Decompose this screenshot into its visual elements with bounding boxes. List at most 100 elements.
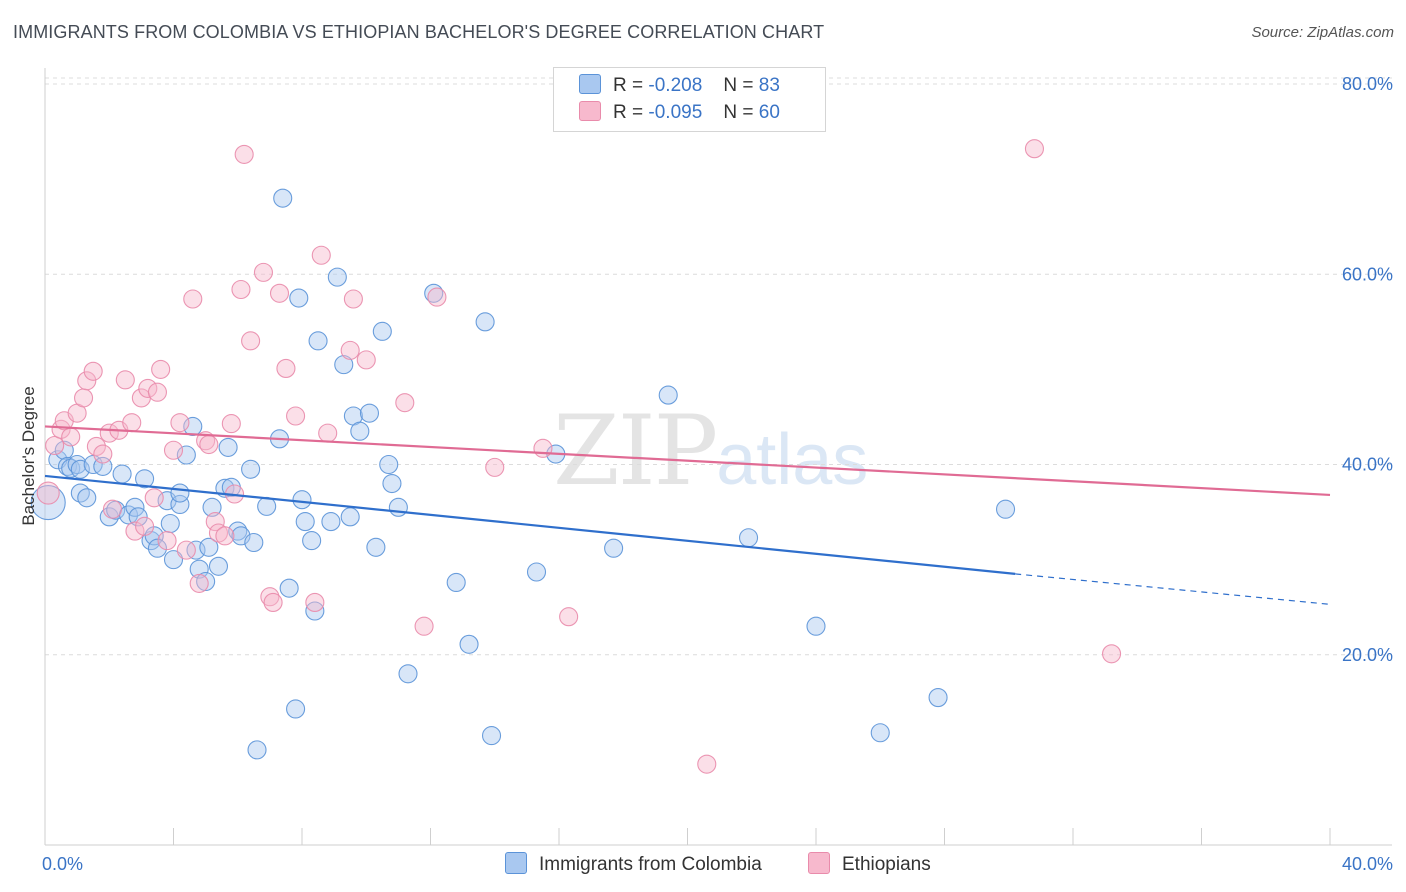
data-point (253, 262, 274, 282)
data-point (870, 723, 890, 743)
data-point (340, 507, 360, 527)
bottom-legend-swatch-colombia (505, 852, 527, 874)
y-axis-label: Bachelor's Degree (19, 386, 38, 525)
data-point (279, 578, 299, 598)
data-point (308, 331, 328, 351)
data-point (446, 572, 466, 593)
data-point (247, 740, 267, 760)
data-point (697, 754, 717, 774)
data-point (475, 312, 495, 332)
data-point (163, 550, 184, 570)
data-point (382, 473, 402, 494)
data-point (533, 438, 553, 458)
data-point (928, 688, 948, 708)
legend-r-label: R = (613, 75, 644, 96)
data-point (30, 485, 66, 521)
series-ethiopians (36, 139, 1122, 774)
data-point (215, 526, 235, 546)
data-point (138, 378, 158, 398)
data-point (199, 434, 219, 455)
data-point (241, 459, 261, 479)
legend-swatch-ethiopians (579, 101, 601, 121)
bottom-legend-label: Immigrants from Colombia (539, 854, 762, 875)
data-point (289, 288, 309, 308)
trend-line-colombia-extension (1015, 573, 1331, 605)
data-point (83, 454, 103, 475)
data-point (112, 464, 132, 484)
data-point (526, 562, 547, 582)
data-point (485, 457, 505, 477)
legend-row-ethiopians: R = -0.095 N = 60 (579, 101, 780, 127)
data-point (77, 488, 97, 508)
data-point (147, 382, 167, 402)
data-point (135, 516, 155, 536)
data-point (170, 483, 190, 503)
data-point (221, 414, 241, 434)
data-point (1024, 139, 1044, 159)
data-point (102, 499, 123, 519)
data-point (122, 413, 142, 433)
data-point (995, 499, 1016, 519)
data-point (70, 459, 90, 479)
legend-n-label: N = (723, 102, 754, 123)
data-point (36, 481, 60, 505)
data-point (356, 350, 376, 370)
data-point (806, 616, 826, 636)
data-point (327, 267, 347, 287)
data-point (45, 435, 65, 456)
data-point (125, 521, 145, 541)
data-point (427, 287, 447, 307)
data-point (424, 283, 444, 303)
data-point (318, 423, 338, 443)
data-point (273, 188, 293, 208)
legend-r-value: -0.095 (648, 102, 703, 123)
watermark-atlas: atlas (716, 420, 869, 500)
y-tick-label: 80.0% (1342, 74, 1393, 94)
legend-n-label: N = (723, 75, 754, 96)
data-point (295, 512, 315, 532)
data-point (244, 532, 264, 553)
data-point (276, 358, 296, 378)
x-tick-label: 40.0% (1342, 854, 1393, 874)
correlation-legend: R = -0.208 N = 83 R = -0.095 N = 60 (553, 67, 826, 132)
data-point (199, 537, 219, 557)
legend-swatch-colombia (579, 74, 601, 94)
data-point (269, 283, 290, 303)
data-point (205, 512, 225, 532)
data-point (481, 726, 502, 746)
data-point (77, 371, 97, 391)
data-point (151, 359, 171, 379)
data-point (257, 496, 277, 516)
data-point (366, 537, 386, 557)
y-tick-label: 60.0% (1342, 264, 1393, 284)
data-point (83, 361, 103, 381)
data-point (286, 406, 306, 426)
data-point (398, 664, 418, 684)
data-point (176, 540, 196, 560)
tick-labels: 20.0% 40.0% 60.0% 80.0% 0.0% 40.0% Bachelor's … (19, 74, 1393, 874)
bottom-legend-label: Ethiopians (842, 854, 931, 875)
y-tick-label: 20.0% (1342, 645, 1393, 665)
data-point (135, 469, 155, 489)
data-point (189, 573, 209, 593)
chart-title: IMMIGRANTS FROM COLOMBIA VS ETHIOPIAN BA… (13, 22, 825, 42)
data-point (350, 421, 370, 441)
data-point (234, 144, 254, 164)
data-point (334, 355, 354, 375)
data-point (163, 440, 184, 460)
data-point (343, 289, 363, 309)
data-point (388, 497, 408, 517)
data-point (359, 403, 380, 423)
legend-r-value: -0.208 (648, 75, 703, 96)
data-point (86, 436, 106, 456)
watermark-zip: ZIP (553, 395, 718, 507)
data-point (147, 538, 167, 558)
data-point (208, 556, 229, 576)
data-point (196, 571, 216, 592)
data-point (379, 454, 399, 475)
data-point (189, 559, 209, 579)
data-point (459, 634, 479, 654)
data-point (311, 245, 331, 265)
data-point (61, 427, 81, 447)
data-point (263, 592, 283, 612)
